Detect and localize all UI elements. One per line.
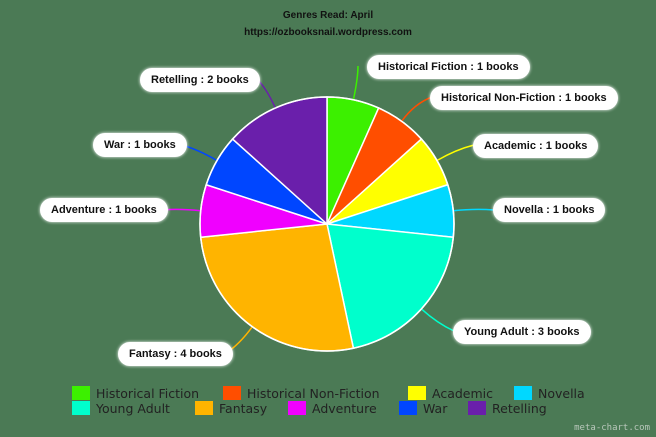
legend-label: Academic [432,385,494,401]
legend-swatch [223,386,241,400]
slice-label-young-adult: Young Adult : 3 books [453,320,591,344]
legend-swatch [72,401,90,415]
chart-subtitle: https://ozbooksnail.wordpress.com [244,27,412,38]
pie-outline [199,96,455,352]
legend-swatch [195,401,213,415]
slice-label-fantasy: Fantasy : 4 books [118,342,233,366]
leader-line [181,144,218,162]
slice-label-adventure: Adventure : 1 books [40,198,168,222]
legend-item-retelling[interactable]: Retelling [468,400,547,416]
legend-label: Young Adult [96,400,170,416]
slice-label-historical-non-fiction: Historical Non-Fiction : 1 books [430,86,618,110]
legend-label: Historical Fiction [96,385,200,401]
legend-item-war[interactable]: War [399,400,448,416]
leader-line [436,144,475,162]
slice-label-war: War : 1 books [93,133,187,157]
legend-item-young-adult[interactable]: Young Adult [72,400,170,416]
leader-line [352,65,359,100]
leader-line [161,208,201,212]
leader-line [420,308,455,332]
legend-label: War [423,400,448,416]
legend-swatch [288,401,306,415]
legend-swatch [408,386,426,400]
legend-label: Adventure [312,400,377,416]
watermark: meta-chart.com [574,423,650,433]
legend-item-adventure[interactable]: Adventure [288,400,377,416]
leader-line [401,96,433,122]
legend-item-historical-fiction[interactable]: Historical Fiction [72,385,200,401]
legend-item-historical-non-fiction[interactable]: Historical Non-Fiction [223,385,380,401]
legend-item-academic[interactable]: Academic [408,385,494,401]
legend-swatch [399,401,417,415]
legend-item-novella[interactable]: Novella [514,385,585,401]
legend-swatch [72,386,90,400]
legend-label: Novella [538,385,585,401]
slice-label-academic: Academic : 1 books [473,134,599,158]
legend-label: Retelling [492,400,547,416]
legend-swatch [468,401,486,415]
slice-label-historical-fiction: Historical Fiction : 1 books [367,55,530,79]
slice-label-novella: Novella : 1 books [493,198,606,222]
legend-label: Fantasy [219,400,268,416]
chart-title: Genres Read: April [282,10,374,21]
legend-item-fantasy[interactable]: Fantasy [195,400,268,416]
legend-label: Historical Non-Fiction [247,385,380,401]
slice-label-retelling: Retelling : 2 books [140,68,260,92]
leader-line [453,208,495,212]
pie-slice-fantasy[interactable] [199,223,355,352]
legend-swatch [514,386,532,400]
